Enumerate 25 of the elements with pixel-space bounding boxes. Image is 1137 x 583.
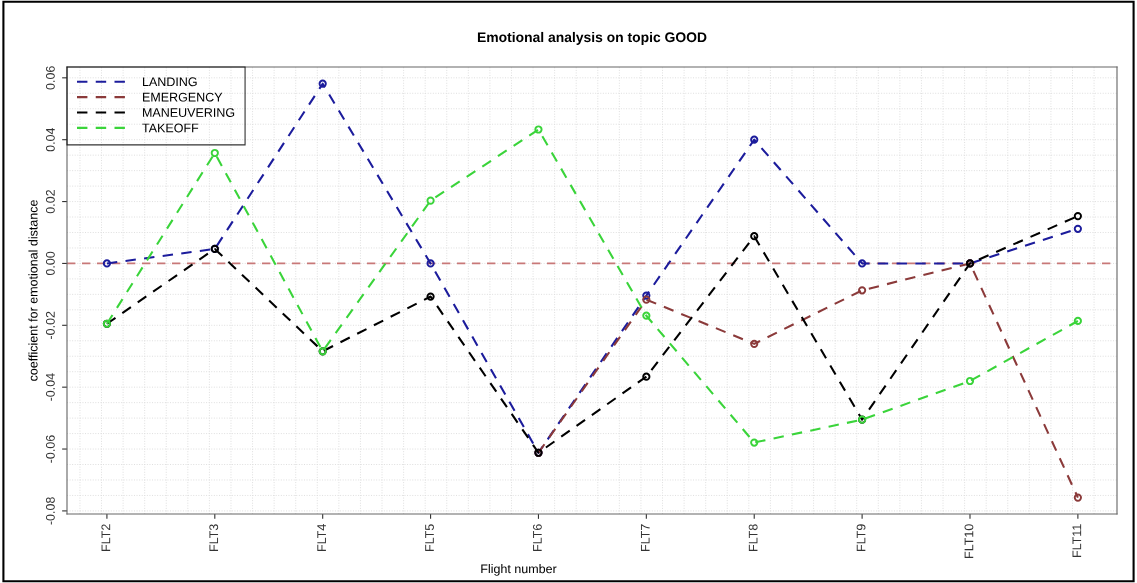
x-tick-label: FLT6 bbox=[532, 524, 542, 551]
x-tick-label: FLT11 bbox=[1072, 524, 1082, 557]
legend-label: MANEUVERING bbox=[143, 108, 235, 117]
y-tick-label: 0.02 bbox=[45, 190, 55, 214]
y-tick-label: -0.06 bbox=[45, 435, 55, 463]
x-axis-title: Flight number bbox=[481, 564, 557, 576]
x-tick-label: FLT7 bbox=[640, 524, 650, 551]
legend-label: EMERGENCY bbox=[143, 92, 223, 102]
y-tick-label: -0.08 bbox=[45, 497, 55, 525]
y-tick-label: 0.00 bbox=[45, 251, 55, 276]
x-tick-label: FLT2 bbox=[101, 524, 111, 551]
x-tick-label: FLT3 bbox=[209, 524, 219, 551]
legend-label: TAKEOFF bbox=[142, 123, 199, 133]
x-tick-label: FLT8 bbox=[748, 524, 758, 551]
y-tick-label: -0.04 bbox=[45, 373, 55, 401]
x-tick-label: FLT4 bbox=[317, 524, 326, 551]
y-tick-label: 0.04 bbox=[45, 127, 55, 152]
y-tick-label: 0.06 bbox=[45, 66, 55, 90]
y-tick-label: -0.02 bbox=[45, 311, 55, 339]
x-tick-label: FLT9 bbox=[856, 524, 866, 551]
x-tick-label: FLT10 bbox=[964, 524, 974, 558]
legend-label: LANDING bbox=[143, 77, 197, 87]
x-tick-label: FLT5 bbox=[425, 524, 434, 551]
chart-title: Emotional analysis on topic GOOD bbox=[477, 31, 707, 45]
y-axis-title: coefficient for emotional distance bbox=[28, 200, 38, 381]
